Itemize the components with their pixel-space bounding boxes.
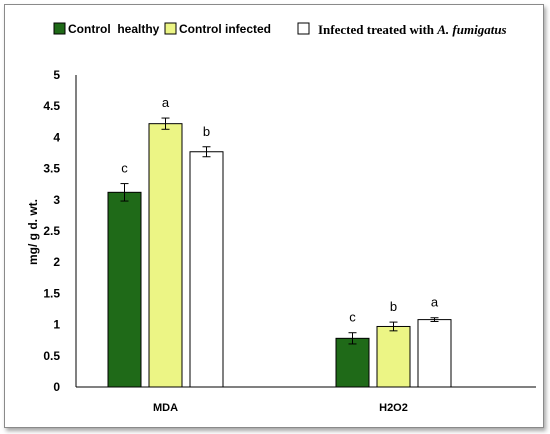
bar: [107, 191, 142, 388]
significance-letter: c: [121, 161, 128, 176]
significance-letter: a: [162, 95, 170, 110]
significance-letter: b: [203, 124, 210, 139]
category-labels: MDA H2O2: [153, 402, 408, 414]
bar: [376, 325, 411, 388]
significance-letter: a: [431, 295, 439, 310]
legend-label-control-infected: Control infected: [179, 22, 271, 36]
bar: [417, 319, 452, 388]
y-tick-label: 1: [53, 318, 60, 332]
y-tick-label: 2: [53, 255, 60, 269]
y-tick-label: 0: [53, 380, 60, 394]
y-tick-label: 4: [53, 130, 60, 144]
legend-label-infected-treated-italic: A. fumigatus: [436, 22, 506, 37]
legend: Control healthy Control infected Infecte…: [53, 22, 507, 37]
y-tick-label: 4.5: [43, 99, 60, 113]
significance-letter: b: [390, 299, 397, 314]
y-tick-label: 1.5: [43, 286, 60, 300]
legend-label-infected-treated: Infected treated with A. fumigatus: [318, 22, 507, 37]
category-label: MDA: [153, 402, 178, 414]
legend-label-control-healthy: Control healthy: [68, 22, 160, 36]
bar: [148, 123, 183, 388]
category-label: H2O2: [379, 402, 408, 414]
y-tick-label: 0.5: [43, 349, 60, 363]
legend-swatch-control-healthy: [53, 22, 66, 35]
bar: [335, 337, 370, 388]
legend-label-infected-treated-main: Infected treated with: [318, 22, 437, 37]
chart-frame: [4, 4, 544, 428]
bar: [189, 151, 224, 388]
significance-letter: c: [349, 310, 356, 325]
legend-swatch-infected-treated: [297, 22, 310, 35]
y-tick-label: 5: [53, 68, 60, 82]
y-tick-label: 2.5: [43, 224, 60, 238]
y-tick-label: 3: [53, 193, 60, 207]
legend-swatch-control-infected: [164, 22, 177, 35]
y-tick-label: 3.5: [43, 162, 60, 176]
bars: c c a b b a: [107, 95, 452, 388]
y-axis-label: mg/ g d. wt.: [26, 199, 40, 265]
